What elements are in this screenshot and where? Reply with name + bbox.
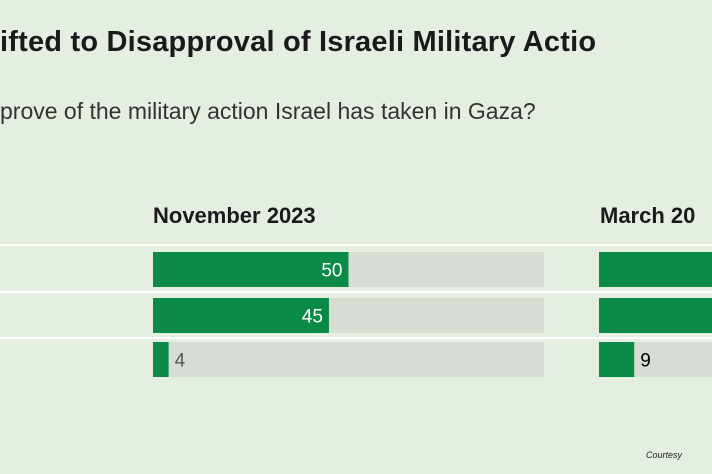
bar-value-label: 50 [321, 261, 342, 282]
courtesy-credit: Courtesy [645, 450, 682, 460]
bar-track [153, 342, 544, 377]
chart-title: ifted to Disapproval of Israeli Military… [0, 26, 597, 58]
bar [599, 342, 635, 377]
bar-value-label: 45 [302, 307, 323, 328]
panel-label-november-2023: November 2023 [153, 203, 316, 228]
bar-value-label: 9 [640, 351, 651, 372]
bar [153, 252, 349, 287]
panel-label-march: March 20 [600, 203, 696, 228]
bar [599, 298, 712, 333]
bar [599, 252, 712, 287]
bar-value-label: 4 [175, 351, 186, 372]
chart-subtitle: prove of the military action Israel has … [0, 98, 536, 124]
bar [153, 342, 169, 377]
bar [153, 298, 329, 333]
